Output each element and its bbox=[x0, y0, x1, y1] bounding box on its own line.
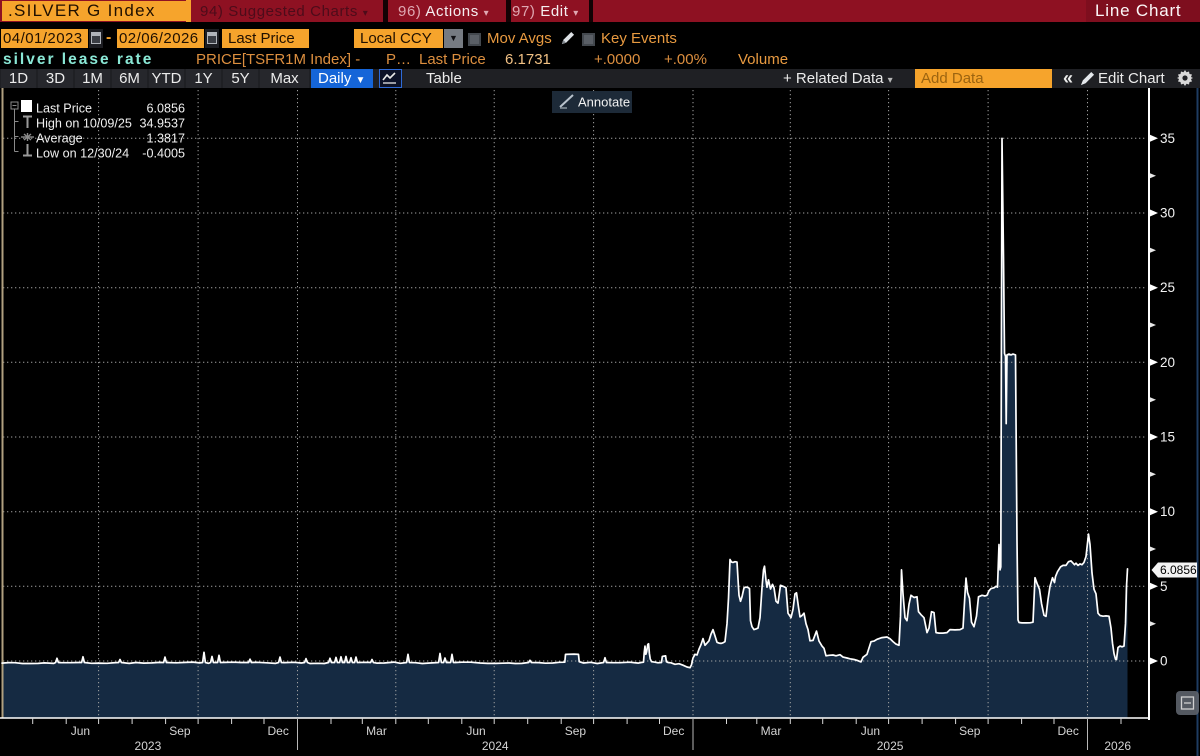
svg-text:Low on 12/30/24: Low on 12/30/24 bbox=[36, 147, 129, 161]
svg-text:6.0856: 6.0856 bbox=[146, 102, 185, 116]
svg-text:Mar: Mar bbox=[761, 724, 782, 738]
svg-text:Sep: Sep bbox=[565, 724, 587, 738]
svg-text:20: 20 bbox=[1160, 355, 1175, 370]
svg-text:Last Price: Last Price bbox=[36, 102, 92, 116]
svg-text:Mar: Mar bbox=[366, 724, 387, 738]
svg-text:35: 35 bbox=[1160, 131, 1175, 146]
svg-text:5: 5 bbox=[1160, 579, 1168, 594]
svg-text:34.9537: 34.9537 bbox=[139, 117, 185, 131]
svg-text:Dec: Dec bbox=[663, 724, 684, 738]
svg-text:Annotate: Annotate bbox=[578, 95, 630, 110]
svg-text:6.0856: 6.0856 bbox=[1160, 563, 1197, 577]
svg-text:2026: 2026 bbox=[1104, 739, 1131, 753]
svg-text:Dec: Dec bbox=[1058, 724, 1079, 738]
svg-text:Sep: Sep bbox=[169, 724, 191, 738]
svg-text:Dec: Dec bbox=[268, 724, 289, 738]
svg-text:Jun: Jun bbox=[71, 724, 90, 738]
svg-text:15: 15 bbox=[1160, 430, 1175, 445]
svg-text:1.3817: 1.3817 bbox=[146, 132, 185, 146]
svg-text:2025: 2025 bbox=[877, 739, 904, 753]
svg-text:-0.4005: -0.4005 bbox=[142, 147, 185, 161]
svg-text:Jun: Jun bbox=[861, 724, 880, 738]
svg-text:2023: 2023 bbox=[135, 739, 162, 753]
svg-text:30: 30 bbox=[1160, 206, 1175, 221]
svg-text:10: 10 bbox=[1160, 504, 1175, 519]
svg-text:Average: Average bbox=[36, 132, 83, 146]
svg-text:Sep: Sep bbox=[959, 724, 981, 738]
svg-text:High on 10/09/25: High on 10/09/25 bbox=[36, 117, 132, 131]
svg-text:2024: 2024 bbox=[482, 739, 509, 753]
svg-text:25: 25 bbox=[1160, 280, 1175, 295]
svg-text:0: 0 bbox=[1160, 654, 1168, 669]
svg-text:Jun: Jun bbox=[466, 724, 485, 738]
